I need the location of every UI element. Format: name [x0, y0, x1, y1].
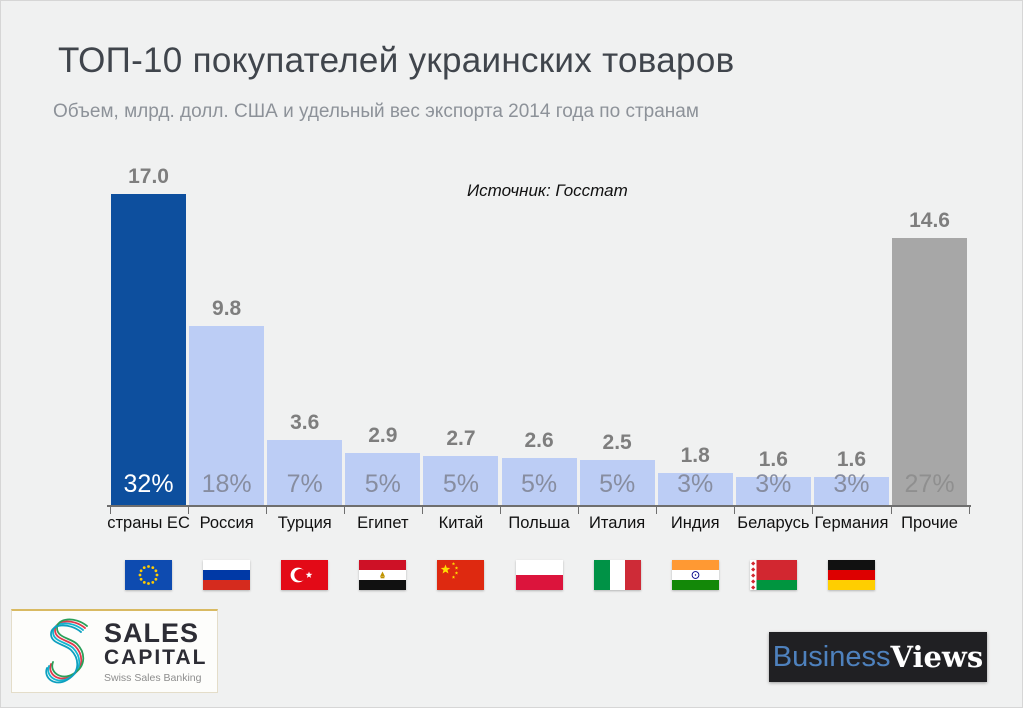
bar-6 [579, 460, 655, 506]
flag-turkey-icon [281, 560, 329, 590]
bar-value-label-10: 14.6 [909, 209, 950, 232]
bar-0 [111, 194, 186, 506]
sales-capital-wordmark-line2: CAPITAL [104, 646, 208, 669]
bar-percent-label-6: 5% [599, 470, 636, 498]
sales-capital-wordmark-line1: SALES [104, 618, 200, 648]
bar-value-label-5: 2.6 [524, 429, 554, 453]
category-label-9: Германия [814, 514, 889, 532]
axis-tick-5 [500, 507, 501, 514]
bar-7 [657, 473, 733, 506]
bar-3 [345, 452, 421, 506]
axis-tick-1 [187, 507, 189, 514]
bar-5 [501, 458, 577, 506]
bar-9 [813, 476, 889, 506]
bar-value-label-8: 1.6 [758, 447, 788, 471]
bar-value-label-2: 3.6 [290, 410, 320, 434]
bar-percent-label-1: 18% [201, 470, 252, 498]
flag-india-icon [671, 560, 719, 590]
category-label-5: Польша [508, 514, 570, 532]
flag-china-icon [437, 560, 485, 590]
bar-value-label-0: 17.0 [128, 165, 169, 188]
sales-capital-s-icon [45, 618, 88, 683]
bar-4 [423, 456, 499, 506]
axis-tick-4 [421, 507, 423, 514]
bar-percent-label-2: 7% [286, 470, 323, 498]
chart-subtitle: Объем, млрд. долл. США и удельный вес эк… [53, 101, 699, 122]
category-label-0: страны ЕС [107, 514, 190, 532]
category-label-10: Прочие [901, 514, 958, 532]
x-axis-line [107, 505, 971, 507]
axis-tick-8 [734, 507, 736, 514]
bar-value-label-3: 2.9 [368, 423, 398, 447]
businessviews-wordmark-views: Views [890, 640, 984, 674]
sales-capital-tagline: Swiss Sales Banking [104, 672, 202, 684]
bar-percent-label-7: 3% [677, 470, 714, 498]
page-title: ТОП-10 покупателей украинских товаров [58, 41, 735, 80]
axis-tick-11 [968, 507, 970, 514]
category-label-6: Италия [589, 514, 646, 532]
bar-value-label-9: 1.6 [836, 447, 867, 471]
axis-tick-9 [812, 507, 814, 514]
category-label-7: Индия [670, 514, 720, 532]
source-note: Источник: Госстат [467, 181, 628, 200]
bar-8 [735, 476, 811, 506]
category-label-4: Китай [438, 514, 484, 532]
axis-tick-6 [578, 507, 580, 514]
flag-eu-icon [125, 560, 173, 590]
category-label-2: Турция [277, 514, 332, 532]
flag-italy-icon [593, 560, 641, 590]
flag-germany-icon [827, 560, 875, 590]
axis-tick-0 [109, 507, 111, 514]
businessviews-wordmark-business: Business [772, 640, 891, 673]
category-label-3: Египет [357, 514, 409, 532]
category-label-1: Россия [199, 514, 254, 532]
bar-percent-label-10: 27% [904, 470, 955, 498]
bar-value-label-6: 2.5 [602, 431, 632, 455]
businessviews-logo: Business Views [769, 632, 987, 682]
bar-10 [892, 238, 967, 506]
bar-percent-label-3: 5% [364, 470, 401, 498]
bar-value-label-1: 9.8 [212, 297, 242, 321]
flag-belarus-icon [749, 560, 797, 590]
bar-percent-label-5: 5% [520, 470, 558, 498]
bar-percent-label-4: 5% [442, 470, 479, 498]
bar-1 [189, 326, 265, 506]
bar-2 [267, 439, 343, 506]
flag-poland-icon [515, 560, 563, 590]
flag-russia-icon [203, 560, 251, 590]
sales-capital-logo: SALES CAPITAL Swiss Sales Banking [11, 609, 218, 693]
flag-egypt-icon [359, 560, 407, 590]
category-label-8: Беларусь [737, 514, 810, 532]
bar-percent-label-8: 3% [755, 470, 792, 498]
axis-tick-2 [265, 507, 267, 514]
axis-tick-10 [890, 507, 892, 514]
bar-percent-label-9: 3% [833, 470, 870, 498]
axis-tick-7 [656, 507, 658, 514]
axis-tick-3 [343, 507, 345, 514]
bar-value-label-7: 1.8 [680, 444, 710, 467]
bar-value-label-4: 2.7 [446, 427, 476, 451]
bar-percent-label-0: 32% [123, 470, 174, 498]
